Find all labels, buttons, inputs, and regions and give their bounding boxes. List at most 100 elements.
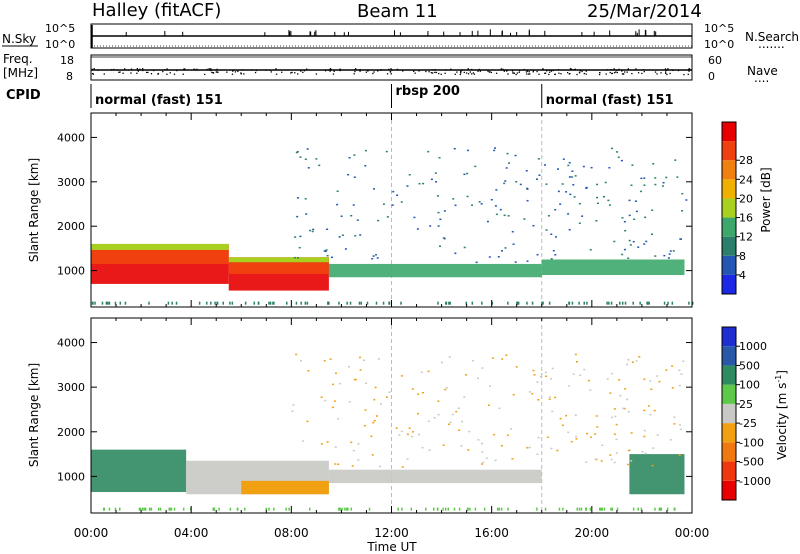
freq-point xyxy=(642,69,645,71)
x-tick-label: 12:00 xyxy=(374,526,409,540)
near-range-speckle xyxy=(328,301,330,305)
freq-point xyxy=(557,69,559,71)
near-range-speckle xyxy=(580,507,583,511)
scatter-speckle xyxy=(329,358,332,360)
freq-point xyxy=(665,72,667,75)
scatter-speckle xyxy=(311,230,314,233)
freq-point xyxy=(432,72,434,74)
scatter-speckle xyxy=(561,424,564,427)
freq-point xyxy=(386,73,389,75)
near-range-speckle xyxy=(91,301,94,305)
nsky-label: N.Sky xyxy=(2,32,36,46)
scatter-speckle xyxy=(672,250,675,252)
scatter-speckle xyxy=(495,213,498,216)
scatter-speckle xyxy=(493,149,496,152)
scatter-speckle xyxy=(681,210,684,212)
near-range-speckle xyxy=(639,301,641,305)
freq-point xyxy=(110,69,113,71)
near-range-speckle xyxy=(610,301,613,305)
freq-point xyxy=(329,70,331,72)
scatter-speckle xyxy=(643,429,646,432)
freq-point xyxy=(576,73,578,76)
scatter-speckle xyxy=(481,451,484,453)
near-range-speckle xyxy=(397,507,400,511)
scatter-speckle xyxy=(377,219,380,222)
scatter-speckle xyxy=(467,449,470,451)
scatter-speckle xyxy=(595,220,598,222)
scatter-speckle xyxy=(448,356,451,358)
freq-point xyxy=(504,69,506,71)
scatter-speckle xyxy=(613,408,616,410)
freq-point xyxy=(373,71,375,73)
near-range-speckle xyxy=(375,301,378,305)
freq-point xyxy=(518,69,521,72)
freq-point xyxy=(390,73,392,75)
freq-point xyxy=(184,68,186,70)
scatter-speckle xyxy=(651,464,654,467)
near-range-speckle xyxy=(253,301,256,305)
scatter-speckle xyxy=(437,211,440,214)
scatter-speckle xyxy=(595,415,598,417)
scatter-speckle xyxy=(488,256,491,258)
freq-point xyxy=(380,69,382,71)
freq-point xyxy=(291,71,293,74)
scatter-speckle xyxy=(480,203,483,205)
nsearch-label: N.Search xyxy=(745,30,799,44)
scatter-speckle xyxy=(372,188,375,190)
scatter-speckle xyxy=(627,257,630,259)
y-tick-label: 1000 xyxy=(57,470,85,483)
colorbar-tick-label: 20 xyxy=(739,192,753,205)
scatter-speckle xyxy=(594,433,597,435)
scatter-speckle xyxy=(570,440,573,443)
power-colorbar: 4 8 12 16 20 24 28 xyxy=(721,121,753,295)
near-range-speckle xyxy=(436,507,439,511)
freq-point xyxy=(402,70,404,72)
freq-point xyxy=(380,69,383,71)
scatter-speckle xyxy=(323,359,326,362)
power-ylabel: Slant Range [km] xyxy=(27,158,41,262)
near-range-speckle xyxy=(105,301,108,305)
scatter-speckle xyxy=(468,430,471,433)
near-range-speckle xyxy=(222,301,224,305)
freq-point xyxy=(166,68,168,70)
nave-tick-bottom: 0 xyxy=(708,70,715,83)
scatter-speckle xyxy=(572,184,575,186)
freq-point xyxy=(569,68,572,70)
near-range-speckle xyxy=(401,507,403,511)
scatter-speckle xyxy=(379,403,382,405)
scatter-speckle xyxy=(422,182,425,185)
scatter-speckle xyxy=(332,383,335,386)
freq-point xyxy=(290,72,292,74)
scatter-speckle xyxy=(526,199,529,202)
scatter-speckle xyxy=(348,401,351,403)
near-range-speckle xyxy=(168,507,171,511)
freq-point xyxy=(460,72,462,74)
freq-point xyxy=(130,72,132,74)
freq-point xyxy=(503,70,505,72)
scatter-speckle xyxy=(408,174,411,176)
scatter-speckle xyxy=(590,166,593,169)
velocity-colorbar: 1000 500 100 25 -25 -100 -500 -1000 xyxy=(721,326,771,501)
scatter-speckle xyxy=(370,435,373,438)
scatter-speckle xyxy=(559,203,562,205)
scatter-speckle xyxy=(635,360,638,362)
scatter-speckle xyxy=(654,255,657,257)
scatter-speckle xyxy=(495,189,498,191)
nave-tick-top: 60 xyxy=(708,54,722,67)
freq-point xyxy=(216,71,218,73)
near-range-speckle xyxy=(269,301,272,305)
scatter-speckle xyxy=(514,261,517,263)
scatter-speckle xyxy=(528,446,531,449)
scatter-speckle xyxy=(488,385,491,387)
freq-point xyxy=(211,71,213,74)
scatter-speckle xyxy=(671,365,674,367)
scatter-speckle xyxy=(354,378,357,381)
scatter-speckle xyxy=(623,407,626,410)
colorbar-cell xyxy=(722,255,736,275)
scatter-speckle xyxy=(427,420,430,423)
scatter-speckle xyxy=(589,436,592,439)
near-range-speckle xyxy=(600,507,603,511)
scatter-speckle xyxy=(643,243,646,245)
scatter-speckle xyxy=(633,218,636,221)
freq-point xyxy=(621,73,624,75)
